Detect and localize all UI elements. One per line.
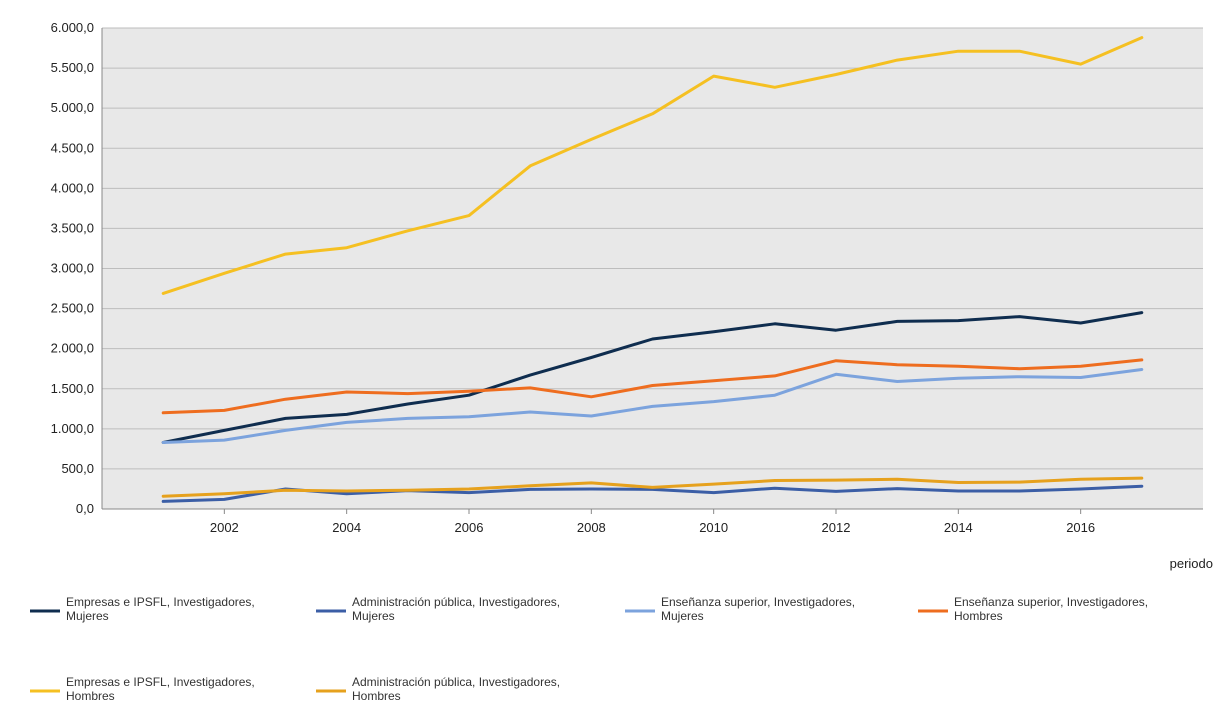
y-tick-label: 3.000,0 — [51, 261, 94, 276]
y-tick-label: 2.500,0 — [51, 301, 94, 316]
legend-label: Enseñanza superior, Investigadores, — [954, 595, 1148, 609]
y-tick-label: 6.000,0 — [51, 20, 94, 35]
y-tick-label: 5.000,0 — [51, 100, 94, 115]
y-tick-label: 0,0 — [76, 501, 94, 516]
gridlines — [102, 27, 1203, 510]
series-lines — [161, 36, 1144, 503]
series-line-1 — [161, 311, 1144, 444]
legend-label: Mujeres — [66, 609, 109, 623]
x-tick-label: 2002 — [210, 520, 239, 535]
legend-label: Hombres — [66, 689, 115, 703]
legend-label: Mujeres — [352, 609, 395, 623]
series-line-6 — [161, 476, 1144, 498]
legend-label: Administración pública, Investigadores, — [352, 595, 560, 609]
y-tick-label: 500,0 — [61, 461, 94, 476]
x-axis-ticks: 2002 2004 2006 2008 2010 2012 2014 2016 — [210, 509, 1095, 535]
x-tick-label: 2014 — [944, 520, 973, 535]
x-tick-label: 2010 — [699, 520, 728, 535]
x-tick-label: 2006 — [455, 520, 484, 535]
legend-item: Enseñanza superior, Investigadores,Mujer… — [625, 595, 855, 623]
axes — [101, 28, 1203, 510]
y-tick-label: 4.000,0 — [51, 180, 94, 195]
y-axis-ticks: 0,0 500,0 1.000,0 1.500,0 2.000,0 2.500,0 3.00… — [51, 20, 94, 516]
legend-label: Empresas e IPSFL, Investigadores, — [66, 595, 255, 609]
x-tick-label: 2004 — [332, 520, 361, 535]
x-tick-label: 2008 — [577, 520, 606, 535]
legend-label: Administración pública, Investigadores, — [352, 675, 560, 689]
legend-item: Administración pública, Investigadores,M… — [316, 595, 560, 623]
x-tick-label: 2016 — [1066, 520, 1095, 535]
y-tick-label: 4.500,0 — [51, 140, 94, 155]
legend-label: Enseñanza superior, Investigadores, — [661, 595, 855, 609]
y-tick-label: 2.000,0 — [51, 341, 94, 356]
y-tick-label: 1.500,0 — [51, 381, 94, 396]
y-tick-label: 5.500,0 — [51, 60, 94, 75]
legend: Empresas e IPSFL, Investigadores,Mujeres… — [30, 595, 1148, 703]
series-line-4 — [161, 358, 1144, 415]
legend-item: Enseñanza superior, Investigadores,Hombr… — [918, 595, 1148, 623]
series-line-3 — [161, 368, 1144, 444]
x-axis-title: periodo — [1170, 556, 1213, 571]
x-tick-label: 2012 — [822, 520, 851, 535]
y-tick-label: 3.500,0 — [51, 220, 94, 235]
y-tick-label: 1.000,0 — [51, 421, 94, 436]
legend-item: Empresas e IPSFL, Investigadores,Mujeres — [30, 595, 255, 623]
legend-label: Hombres — [954, 609, 1003, 623]
legend-label: Mujeres — [661, 609, 704, 623]
legend-item: Empresas e IPSFL, Investigadores,Hombres — [30, 675, 255, 703]
legend-label: Empresas e IPSFL, Investigadores, — [66, 675, 255, 689]
series-line-5 — [161, 36, 1144, 295]
legend-item: Administración pública, Investigadores,H… — [316, 675, 560, 703]
legend-label: Hombres — [352, 689, 401, 703]
